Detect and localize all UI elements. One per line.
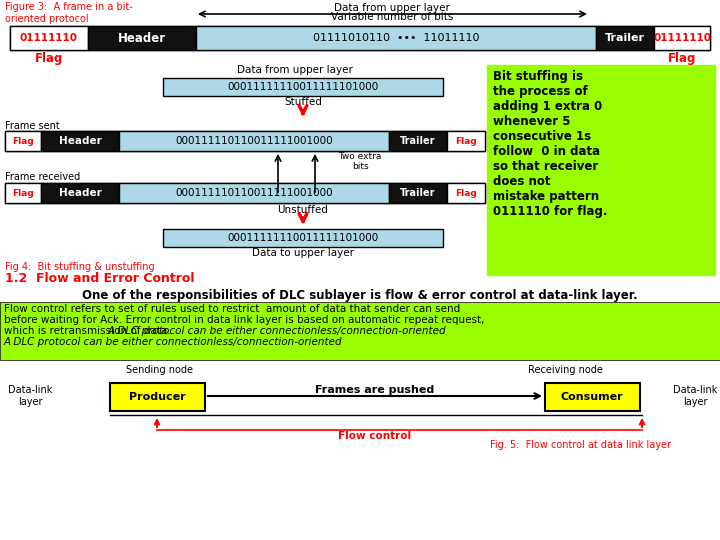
Text: Bit stuffing is
the process of
adding 1 extra 0
whenever 5
consecutive 1s
follow: Bit stuffing is the process of adding 1 … <box>493 70 608 218</box>
Text: Flag: Flag <box>12 188 34 198</box>
Text: Trailer: Trailer <box>400 136 436 146</box>
Text: Two extra
bits: Two extra bits <box>338 152 382 171</box>
Bar <box>487 65 715 275</box>
Text: Trailer: Trailer <box>400 188 436 198</box>
Text: 000111110110011111001000: 000111110110011111001000 <box>175 188 333 198</box>
Bar <box>0 302 720 360</box>
Text: which is retransmission of data.: which is retransmission of data. <box>4 326 174 336</box>
Text: Flag: Flag <box>668 52 696 65</box>
Text: One of the responsibilities of DLC sublayer is flow & error control at data-link: One of the responsibilities of DLC subla… <box>82 289 638 302</box>
Text: Producer: Producer <box>129 392 185 402</box>
Bar <box>545 383 640 411</box>
Bar <box>389 131 447 151</box>
Text: Data-link
layer: Data-link layer <box>672 385 717 407</box>
Text: 01111010110  •••  11011110: 01111010110 ••• 11011110 <box>312 33 480 43</box>
Bar <box>447 131 485 151</box>
Text: 01111110: 01111110 <box>653 33 711 43</box>
Text: 1.2  Flow and Error Control: 1.2 Flow and Error Control <box>5 272 194 285</box>
Text: Fig. 5:  Flow control at data link layer: Fig. 5: Flow control at data link layer <box>490 440 671 450</box>
Text: Variable number of bits: Variable number of bits <box>330 12 453 22</box>
Bar <box>196 26 596 50</box>
Text: Header: Header <box>118 31 166 44</box>
Bar <box>163 229 443 247</box>
Bar <box>389 183 447 203</box>
Text: Flag: Flag <box>12 137 34 145</box>
Text: Figure 3:  A frame in a bit-
oriented protocol: Figure 3: A frame in a bit- oriented pro… <box>5 2 133 24</box>
Bar <box>163 78 443 96</box>
Text: before waiting for Ack. Error control in data link layer is based on automatic r: before waiting for Ack. Error control in… <box>4 315 485 325</box>
Text: 000111110110011111001000: 000111110110011111001000 <box>175 136 333 146</box>
Text: 00011111110011111101000: 00011111110011111101000 <box>228 233 379 243</box>
Bar <box>596 26 654 50</box>
Bar <box>654 26 710 50</box>
Text: Trailer: Trailer <box>605 33 645 43</box>
Text: Receiving node: Receiving node <box>528 365 603 375</box>
Bar <box>5 183 41 203</box>
Bar <box>88 26 196 50</box>
Bar <box>10 26 710 50</box>
Text: 01111110: 01111110 <box>20 33 78 43</box>
Text: 00011111110011111101000: 00011111110011111101000 <box>228 82 379 92</box>
Text: Data to upper layer: Data to upper layer <box>252 248 354 258</box>
Text: Data-link
layer: Data-link layer <box>8 385 52 407</box>
Text: Frame sent: Frame sent <box>5 121 60 131</box>
Text: Flag: Flag <box>35 52 63 65</box>
Bar <box>119 131 389 151</box>
Bar <box>41 131 119 151</box>
Bar <box>119 183 389 203</box>
Bar <box>5 183 485 203</box>
Text: Consumer: Consumer <box>561 392 624 402</box>
Text: Frame received: Frame received <box>5 172 80 182</box>
Bar <box>10 26 88 50</box>
Text: Header: Header <box>58 136 102 146</box>
Bar <box>5 131 41 151</box>
Text: Sending node: Sending node <box>127 365 194 375</box>
Bar <box>447 183 485 203</box>
Bar <box>110 383 205 411</box>
Bar <box>41 183 119 203</box>
Text: Frames are pushed: Frames are pushed <box>315 385 435 395</box>
Text: Data from upper layer: Data from upper layer <box>334 3 450 13</box>
Text: Data from upper layer: Data from upper layer <box>237 65 353 75</box>
Text: Flag: Flag <box>455 137 477 145</box>
Text: Flow control refers to set of rules used to restrict  amount of data that sender: Flow control refers to set of rules used… <box>4 304 460 314</box>
Text: Unstuffed: Unstuffed <box>278 205 328 215</box>
Text: Stuffed: Stuffed <box>284 97 322 107</box>
Text: Header: Header <box>58 188 102 198</box>
Text: A DLC protocol can be either connectionless/connection-oriented: A DLC protocol can be either connectionl… <box>108 326 446 336</box>
Text: Fig 4:  Bit stuffing & unstuffing: Fig 4: Bit stuffing & unstuffing <box>5 262 155 272</box>
Bar <box>5 131 485 151</box>
Text: Flow control: Flow control <box>338 431 412 441</box>
Text: A DLC protocol can be either connectionless/connection-oriented: A DLC protocol can be either connectionl… <box>4 337 343 347</box>
Text: Flag: Flag <box>455 188 477 198</box>
